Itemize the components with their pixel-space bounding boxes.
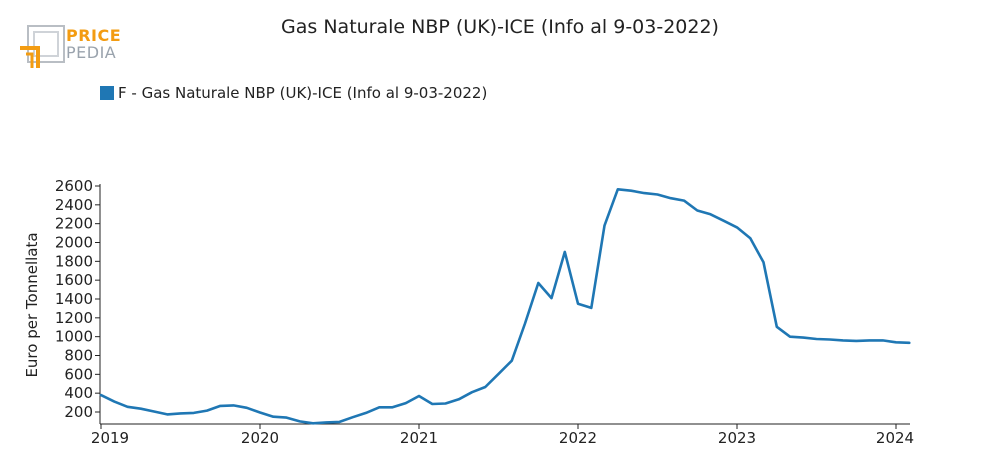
x-tick-label: 2023 — [718, 429, 756, 447]
y-tick-label: 2400 — [55, 196, 93, 214]
y-tick-label: 2200 — [55, 215, 93, 233]
logo-text-pedia: PEDIA — [66, 43, 117, 62]
chart-legend: F - Gas Naturale NBP (UK)-ICE (Info al 9… — [100, 84, 487, 102]
x-tick-label: 2020 — [241, 429, 279, 447]
x-tick-label: 2019 — [91, 429, 129, 447]
y-tick-label: 200 — [64, 403, 93, 421]
x-tick-label: 2022 — [559, 429, 597, 447]
chart-title: Gas Naturale NBP (UK)-ICE (Info al 9-03-… — [281, 16, 719, 38]
legend-swatch — [100, 86, 114, 100]
pricepedia-logo-mark — [20, 25, 65, 68]
logo-text-price: PRICE — [66, 26, 122, 45]
series-line — [99, 188, 911, 425]
y-tick-label: 1000 — [55, 328, 93, 346]
legend-label: F - Gas Naturale NBP (UK)-ICE (Info al 9… — [118, 84, 488, 102]
pricepedia-logo — [18, 22, 128, 74]
y-tick-label: 1400 — [55, 290, 93, 308]
y-tick-label: 600 — [64, 365, 93, 383]
y-tick-label: 2600 — [55, 177, 93, 195]
x-tick-label: 2024 — [876, 429, 914, 447]
y-tick-label: 800 — [64, 347, 93, 365]
y-tick-label: 1600 — [55, 271, 93, 289]
y-axis-label: Euro per Tonnellata — [23, 232, 41, 377]
y-tick-label: 1200 — [55, 309, 93, 327]
y-tick-label: 400 — [64, 384, 93, 402]
y-tick-label: 2000 — [55, 234, 93, 252]
x-tick-label: 2021 — [400, 429, 438, 447]
y-tick-label: 1800 — [55, 252, 93, 270]
